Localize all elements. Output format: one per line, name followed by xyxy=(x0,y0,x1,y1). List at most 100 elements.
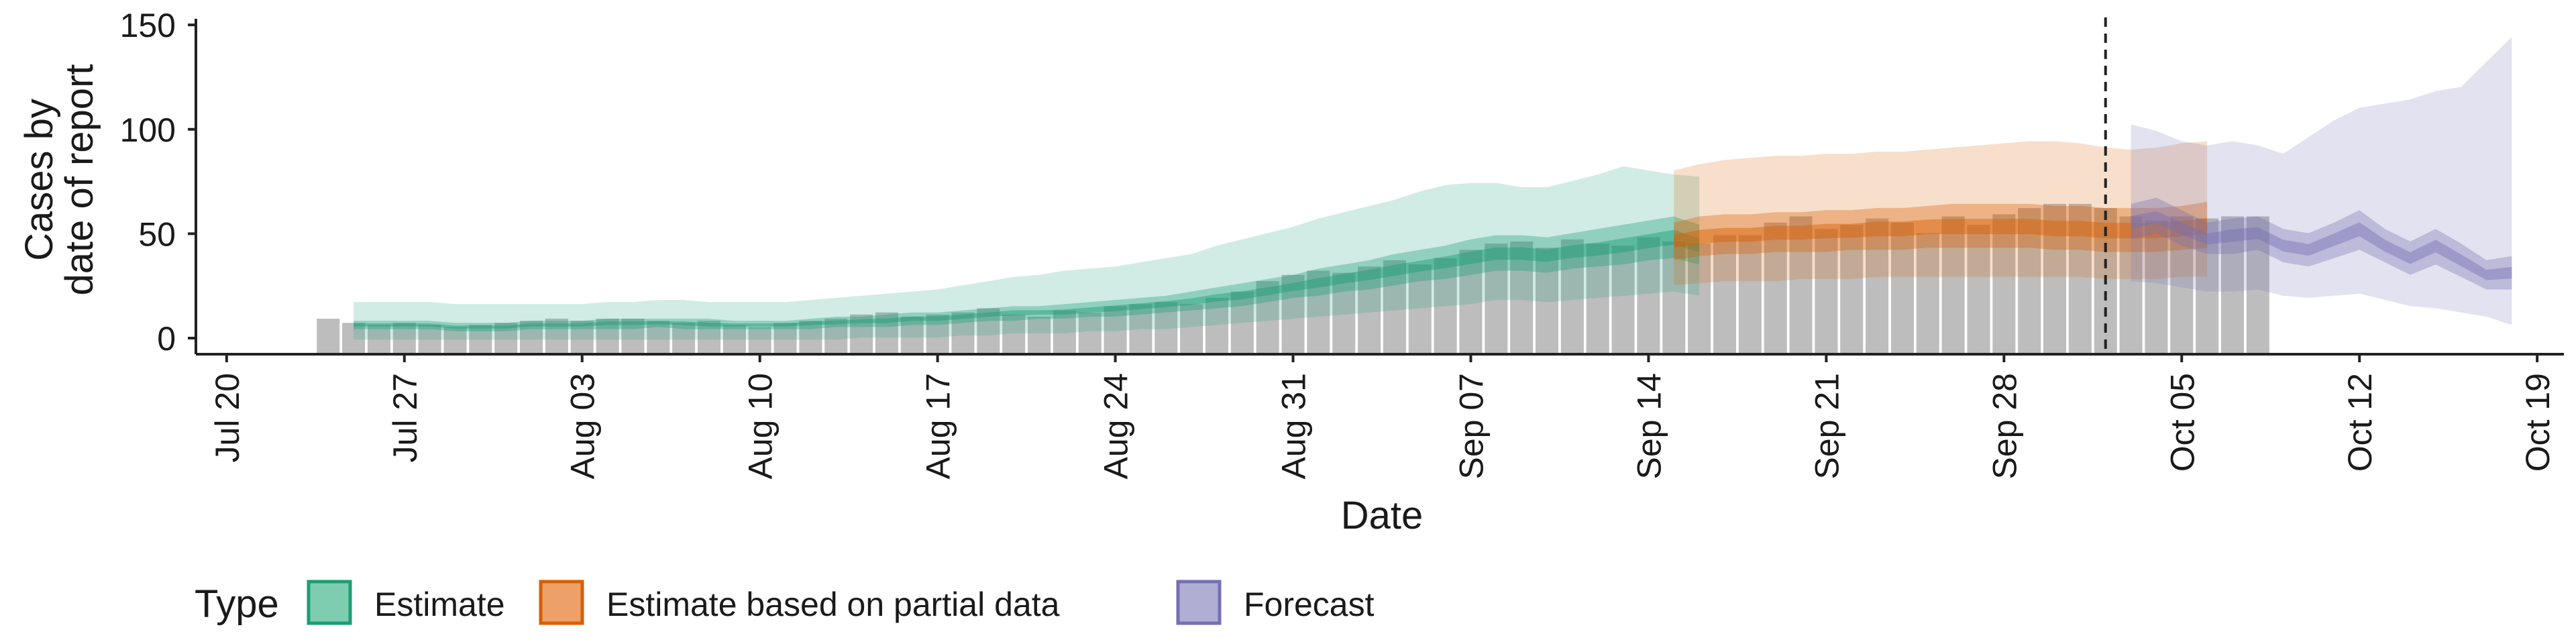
x-tick-label: Jul 20 xyxy=(209,373,246,462)
case-bar xyxy=(1815,229,1838,354)
case-bar xyxy=(1434,258,1457,354)
case-bar xyxy=(469,325,492,354)
x-tick-label: Aug 31 xyxy=(1275,373,1313,479)
case-bar xyxy=(799,321,822,354)
estimate-ci90-band xyxy=(354,166,1700,340)
case-bar xyxy=(418,325,441,354)
case-bar xyxy=(1358,266,1381,354)
case-bar xyxy=(1866,218,1889,354)
case-bar xyxy=(1510,241,1534,354)
legend-label-estimate: Estimate xyxy=(374,586,505,623)
case-bar xyxy=(1738,235,1762,354)
y-tick-label: 100 xyxy=(120,111,176,149)
case-bar xyxy=(2170,216,2194,354)
x-tick-label: Aug 17 xyxy=(920,373,957,479)
case-bar xyxy=(900,316,924,354)
forecast-ci90-band xyxy=(2131,36,2512,325)
legend-title: Type xyxy=(195,582,279,626)
case-bar xyxy=(1180,304,1203,354)
case-bar xyxy=(977,308,1000,354)
x-tick-label: Aug 10 xyxy=(742,373,780,479)
case-bar xyxy=(1662,241,1686,354)
bars-layer xyxy=(317,203,2269,354)
estimate-based-on-partial-data-median-band xyxy=(1674,218,2208,248)
case-bar xyxy=(1840,225,1864,354)
case-bar xyxy=(596,319,619,354)
case-bar xyxy=(367,325,390,354)
x-tick-label: Aug 24 xyxy=(1097,373,1135,479)
case-bar xyxy=(2068,203,2092,354)
case-bar xyxy=(1535,248,1559,354)
case-bar xyxy=(875,312,898,354)
ribbons-layer xyxy=(354,36,2512,340)
x-tick-label: Jul 27 xyxy=(386,373,424,462)
estimate-based-on-partial-data-ci50-band xyxy=(1674,201,2208,260)
case-bar xyxy=(2145,220,2168,354)
case-bar xyxy=(951,312,975,354)
forecast-ci50-band xyxy=(2131,197,2512,290)
case-bar xyxy=(1256,281,1279,354)
case-bar xyxy=(748,327,771,354)
case-bar xyxy=(1713,235,1736,354)
x-tick-label: Oct 19 xyxy=(2519,373,2557,472)
case-bar xyxy=(1789,216,1813,354)
axes-layer: 0 50 100 150 Jul 20 Jul 27 Aug 03 Aug 10 Aug 17 A… xyxy=(120,7,2564,479)
case-bar xyxy=(1916,233,1939,354)
case-bar xyxy=(672,323,696,354)
legend-swatch-estimate xyxy=(307,580,352,625)
case-bar xyxy=(1002,314,1026,354)
case-bar xyxy=(647,321,670,354)
case-bar xyxy=(2220,216,2244,354)
case-bar xyxy=(570,321,594,354)
case-bar xyxy=(1408,264,1432,354)
case-bar xyxy=(1688,244,1711,354)
x-tick-label: Oct 05 xyxy=(2163,373,2201,472)
case-bar xyxy=(443,327,467,354)
legend-swatch-estimate-based-on-partial-data xyxy=(539,580,584,625)
case-bar xyxy=(1764,222,1787,354)
y-axis-label-line-1: Cases by xyxy=(17,99,61,261)
case-bar xyxy=(621,319,645,354)
x-tick-label: Sep 07 xyxy=(1452,373,1490,479)
case-bar xyxy=(2018,208,2041,354)
case-bar xyxy=(1129,304,1152,354)
legend-label-estimate-based-on-partial-data: Estimate based on partial data xyxy=(606,586,1060,623)
x-axis-label: Date xyxy=(1341,494,1424,537)
case-bar xyxy=(392,323,416,354)
x-tick-label: Sep 14 xyxy=(1630,373,1668,479)
case-bar xyxy=(1028,316,1051,354)
case-bar xyxy=(1155,302,1178,354)
estimate-ci50-band xyxy=(354,216,1700,331)
case-bar xyxy=(773,323,797,354)
case-bar xyxy=(1205,297,1229,354)
case-bar xyxy=(1560,239,1584,354)
case-bar xyxy=(1611,246,1635,354)
case-bar xyxy=(1992,214,2016,354)
plot-area: 0 50 100 150 Jul 20 Jul 27 Aug 03 Aug 10 Aug 17 A… xyxy=(120,7,2564,479)
y-tick-label: 50 xyxy=(138,215,176,253)
case-bar xyxy=(1230,291,1254,354)
case-bar xyxy=(1053,310,1076,354)
case-bar xyxy=(545,319,568,354)
case-bar xyxy=(342,323,366,354)
case-bar xyxy=(1307,270,1330,354)
y-tick-label: 150 xyxy=(120,7,176,44)
x-tick-label: Sep 28 xyxy=(1986,373,2023,479)
x-tick-label: Aug 03 xyxy=(564,373,602,479)
legend-label-forecast: Forecast xyxy=(1244,586,1375,623)
case-bar xyxy=(1281,274,1305,354)
case-bar xyxy=(1890,222,1914,354)
case-bar xyxy=(1485,244,1508,354)
x-tick-label: Oct 12 xyxy=(2341,373,2379,472)
case-bar xyxy=(850,314,873,354)
case-bar xyxy=(1586,244,1609,354)
case-bar xyxy=(2246,216,2269,354)
case-bar xyxy=(317,319,340,354)
case-bar xyxy=(1078,312,1102,354)
case-bar xyxy=(1459,250,1483,354)
y-axis-label-line-2: date of report xyxy=(58,64,101,296)
case-bar xyxy=(1104,306,1127,354)
case-bar xyxy=(1383,260,1406,354)
case-bar xyxy=(926,314,949,354)
